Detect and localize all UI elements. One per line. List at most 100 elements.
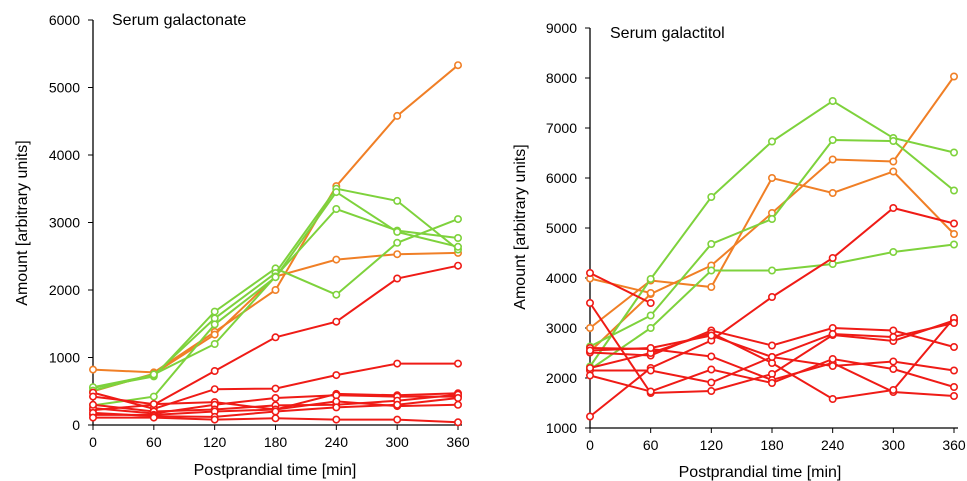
data-point xyxy=(586,268,595,277)
data-point xyxy=(949,382,958,391)
data-point xyxy=(767,215,776,224)
data-point xyxy=(828,354,837,363)
data-point xyxy=(646,298,655,307)
data-point xyxy=(586,371,595,380)
data-point xyxy=(767,137,776,146)
data-point xyxy=(949,186,958,195)
data-point xyxy=(646,311,655,320)
data-point xyxy=(889,157,898,166)
series-red xyxy=(586,318,958,361)
data-point xyxy=(149,370,158,379)
series-red xyxy=(586,354,958,396)
data-point xyxy=(210,366,219,375)
x-tick-label: 360 xyxy=(446,434,470,450)
y-tick-label: 3000 xyxy=(49,215,80,231)
data-point xyxy=(889,326,898,335)
series-red xyxy=(586,268,655,307)
y-tick-label: 6000 xyxy=(546,170,577,186)
series-red xyxy=(586,204,958,421)
data-point xyxy=(332,403,341,412)
data-point xyxy=(453,359,462,368)
y-tick-label: 0 xyxy=(72,417,80,433)
chart-galactitol: Serum galactitol Amount [arbitrary units… xyxy=(512,20,966,481)
data-point xyxy=(889,385,898,394)
y-axis-label: Amount [arbitrary units] xyxy=(14,140,31,305)
chart-title: Serum galactitol xyxy=(610,25,725,42)
data-point xyxy=(707,266,716,275)
data-point xyxy=(707,365,716,374)
data-point xyxy=(767,378,776,387)
data-point xyxy=(889,137,898,146)
series-red xyxy=(89,413,462,427)
data-point xyxy=(393,227,402,236)
data-point xyxy=(767,292,776,301)
data-point xyxy=(393,359,402,368)
data-point xyxy=(949,240,958,249)
data-point xyxy=(707,378,716,387)
data-point xyxy=(89,413,98,422)
data-point xyxy=(707,331,716,340)
data-point xyxy=(828,155,837,164)
data-point xyxy=(646,288,655,297)
series-orange xyxy=(89,61,462,377)
y-tick-label: 2000 xyxy=(546,370,577,386)
data-point xyxy=(271,333,280,342)
y-tick-label: 7000 xyxy=(546,120,577,136)
data-point xyxy=(210,307,219,316)
y-tick-label: 5000 xyxy=(49,80,80,96)
data-point xyxy=(453,215,462,224)
data-point xyxy=(586,323,595,332)
series-line xyxy=(589,243,955,371)
data-point xyxy=(889,364,898,373)
data-point xyxy=(949,366,958,375)
data-point xyxy=(210,320,219,329)
data-point xyxy=(393,238,402,247)
data-point xyxy=(393,274,402,283)
data-point xyxy=(453,61,462,70)
data-point xyxy=(453,400,462,409)
data-point xyxy=(393,400,402,409)
data-point xyxy=(453,393,462,402)
data-point xyxy=(453,242,462,251)
series-line xyxy=(92,190,459,407)
y-axis-label: Amount [arbitrary units] xyxy=(512,144,529,309)
x-tick-label: 300 xyxy=(385,434,409,450)
series-line xyxy=(589,170,955,329)
data-point xyxy=(453,418,462,427)
chart-title: Serum galactonate xyxy=(112,12,246,29)
data-point xyxy=(707,352,716,361)
data-point xyxy=(949,391,958,400)
series-green xyxy=(89,215,462,392)
y-tick-label: 4000 xyxy=(546,270,577,286)
data-point xyxy=(707,193,716,202)
data-point xyxy=(949,148,958,157)
series-line xyxy=(589,272,652,304)
data-point xyxy=(586,298,595,307)
data-point xyxy=(707,240,716,249)
y-tick-label: 1000 xyxy=(49,350,80,366)
data-point xyxy=(332,290,341,299)
data-point xyxy=(210,330,219,339)
data-point xyxy=(393,196,402,205)
x-tick-label: 0 xyxy=(586,437,594,453)
data-point xyxy=(586,346,595,355)
series-line xyxy=(589,138,955,348)
data-point xyxy=(646,387,655,396)
y-tick-label: 2000 xyxy=(49,282,80,298)
x-tick-label: 120 xyxy=(700,437,724,453)
series-orange xyxy=(586,72,958,356)
x-tick-label: 240 xyxy=(325,434,349,450)
data-point xyxy=(707,386,716,395)
data-point xyxy=(828,189,837,198)
data-point xyxy=(332,255,341,264)
data-point xyxy=(767,174,776,183)
data-point xyxy=(271,273,280,282)
series-green xyxy=(586,97,958,371)
data-point xyxy=(828,136,837,145)
data-point xyxy=(646,274,655,283)
data-point xyxy=(889,357,898,366)
data-point xyxy=(332,205,341,214)
x-tick-label: 240 xyxy=(821,437,845,453)
y-tick-label: 5000 xyxy=(546,220,577,236)
x-tick-label: 120 xyxy=(203,434,227,450)
